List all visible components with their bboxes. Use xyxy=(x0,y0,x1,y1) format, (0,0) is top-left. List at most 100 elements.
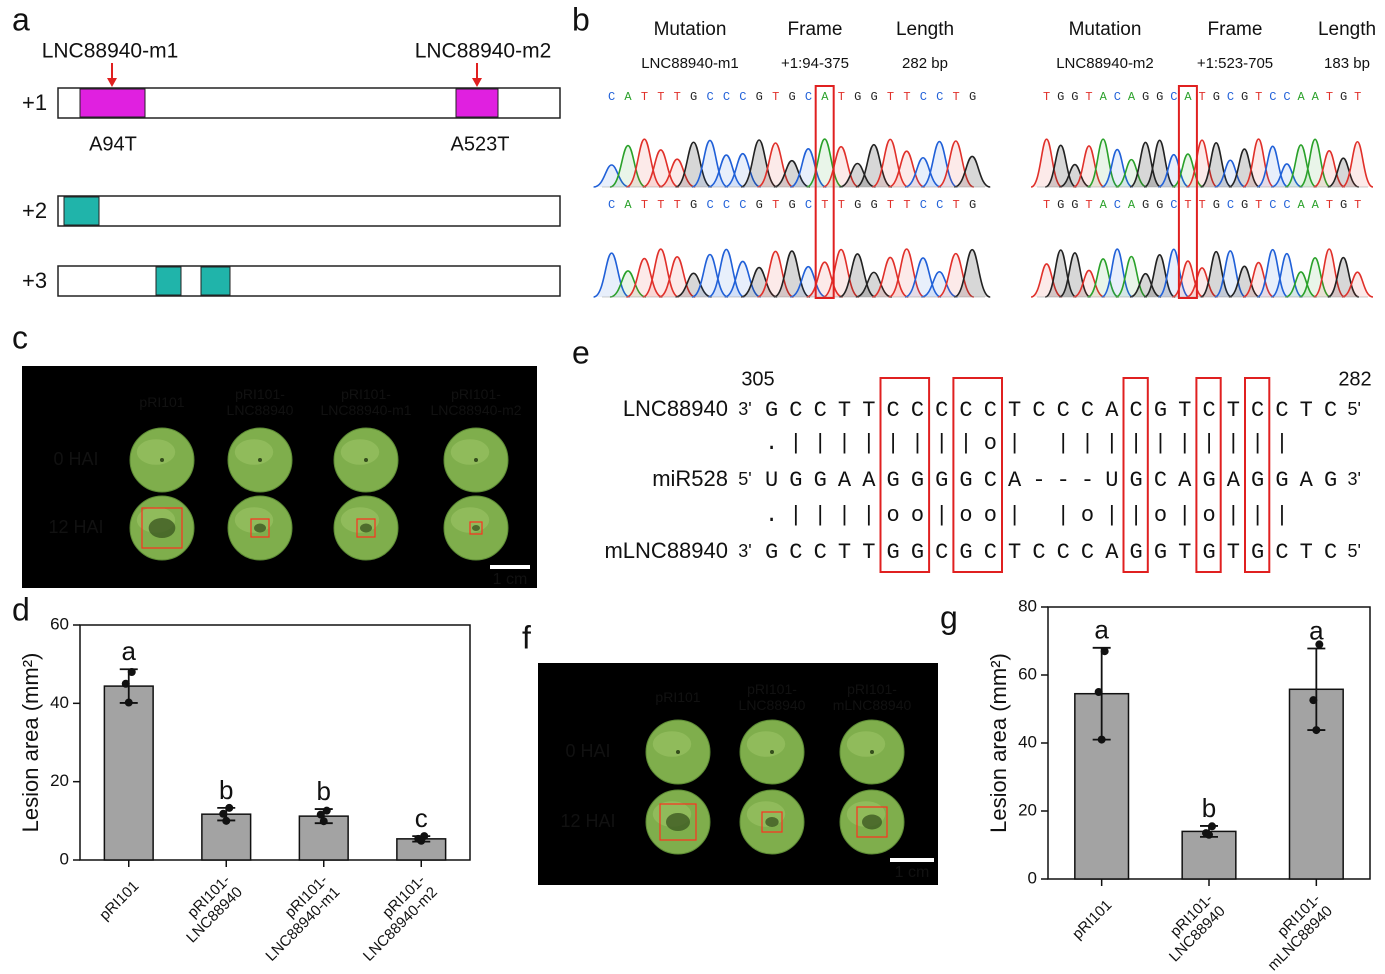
column-header: Mutation xyxy=(654,19,727,40)
data-point xyxy=(1312,726,1321,735)
sequence-name: mLNC88940 xyxy=(604,538,728,563)
data-point xyxy=(127,668,136,676)
y-axis-label: Lesion area (mm²) xyxy=(18,653,43,833)
chromatogram-peak xyxy=(1157,248,1190,298)
sample-length: 282 bp xyxy=(902,55,948,72)
chromatogram-peak xyxy=(1327,157,1360,188)
chromatogram-peak xyxy=(1313,248,1346,298)
inoculation-point xyxy=(364,458,368,462)
significance-letter: b xyxy=(219,775,233,805)
sequence-name: LNC88940 xyxy=(623,396,728,421)
chromatogram-peak xyxy=(1271,163,1303,188)
y-tick-label: 20 xyxy=(50,771,69,790)
chromatogram-peak xyxy=(1228,265,1261,298)
inoculation-point xyxy=(258,458,262,462)
mismatch-box xyxy=(1122,377,1149,573)
lesion xyxy=(765,817,779,827)
chromatogram-peak xyxy=(1129,141,1162,188)
panel-label: f xyxy=(522,619,531,655)
chromatogram-peak xyxy=(1129,272,1162,298)
inoculation-point xyxy=(770,750,774,754)
strand-end: 5' xyxy=(1347,399,1360,419)
mutation-box xyxy=(814,85,835,299)
chromatogram-peak xyxy=(1059,163,1091,188)
sequence: GCCTTCCCCCTCCCACGTCTCCTC xyxy=(765,398,1348,423)
frame-label: +3 xyxy=(22,268,47,293)
panel-label: b xyxy=(572,1,590,37)
chromatogram-peak xyxy=(871,256,909,298)
leaf-sheen xyxy=(450,439,490,465)
data-point xyxy=(1208,822,1216,831)
column-header: Frame xyxy=(1208,19,1263,40)
leaf-sheen xyxy=(652,731,692,757)
chromatogram-peak xyxy=(658,158,696,188)
row-label: 12 HAI xyxy=(560,811,615,831)
chromatogram-peak xyxy=(691,139,729,188)
sample-mutation: LNC88940-m2 xyxy=(1056,55,1154,72)
chromatogram-peak xyxy=(1242,261,1275,298)
chromatogram-peak xyxy=(1285,271,1317,298)
y-tick-label: 80 xyxy=(1018,596,1037,615)
orf-track xyxy=(57,265,561,297)
data-point xyxy=(124,698,133,707)
leaf-sheen xyxy=(234,439,274,465)
column-header: Length xyxy=(1318,19,1376,40)
chromatogram-peak xyxy=(790,265,827,298)
orf-track xyxy=(57,195,561,227)
chromatogram-peak xyxy=(1087,138,1120,188)
arrow-head xyxy=(107,78,117,87)
chromatogram-peak xyxy=(953,155,991,188)
lesion xyxy=(148,518,176,538)
y-axis-label: Lesion area (mm²) xyxy=(986,653,1011,833)
chromatogram-peak xyxy=(1073,269,1105,298)
mutation-name: LNC88940-m1 xyxy=(42,40,179,63)
leaf-sheen xyxy=(340,439,380,465)
column-header: Mutation xyxy=(1069,19,1142,40)
chromatogram-peak xyxy=(757,250,794,298)
strand-end: 5' xyxy=(1347,541,1360,561)
chromatogram-peak xyxy=(1115,158,1148,188)
chromatogram-peak xyxy=(708,154,745,188)
column-label: pRI101 xyxy=(655,689,700,705)
chromatogram-peak xyxy=(1143,139,1176,188)
leaf-sheen xyxy=(846,731,886,757)
x-tick-label: pRI101-LNC88940 xyxy=(171,872,246,947)
chromatogram-peak xyxy=(691,253,729,298)
significance-letter: c xyxy=(415,803,428,833)
column-header: Frame xyxy=(788,19,843,40)
chromatogram-peak xyxy=(1186,267,1218,298)
data-point xyxy=(319,817,328,826)
column-label: pRI101-LNC88940 xyxy=(227,386,294,418)
chromatogram-peak xyxy=(1313,150,1346,188)
chromatogram-peak xyxy=(1341,140,1374,188)
mutation-name: LNC88940-m2 xyxy=(415,40,552,63)
significance-letter: a xyxy=(1094,615,1109,645)
column-label: pRI101 xyxy=(139,394,184,410)
sequence-read: CATTTGCCCGTGCATGGTTCCTG xyxy=(608,90,985,104)
sample-length: 183 bp xyxy=(1324,55,1370,72)
column-label: pRI101-LNC88940 xyxy=(739,681,806,713)
row-label: 0 HAI xyxy=(53,449,98,469)
x-tick-label: pRI101-LNC88940-m2 xyxy=(348,872,441,965)
mismatch-box xyxy=(1244,377,1271,573)
x-tick-label: pRI101 xyxy=(96,878,142,924)
sequence-name: miR528 xyxy=(652,466,728,491)
lesion-box xyxy=(469,521,483,535)
y-tick-label: 20 xyxy=(1018,800,1037,819)
sample-frame: +1:94-375 xyxy=(781,55,849,72)
sequence-read: TGGTACAGGCTTGCGTCCAATGT xyxy=(1043,198,1368,212)
chromatogram-peak xyxy=(1186,139,1218,188)
column-label: pRI101-LNC88940-m1 xyxy=(320,386,411,418)
chromatogram-peak xyxy=(724,260,762,298)
x-tick-label: pRI101-LNC88940 xyxy=(1154,891,1229,966)
chromatogram-peak xyxy=(1157,153,1190,188)
chromatogram-peak xyxy=(642,149,680,188)
column-label: pRI101-mLNC88940 xyxy=(833,681,912,713)
pairing-marks: .||||||||o| |||||||||| xyxy=(765,431,1300,456)
chromatogram-peak xyxy=(1242,138,1275,188)
position-label: 282 xyxy=(1338,368,1371,390)
row-label: 0 HAI xyxy=(565,741,610,761)
panel-label: c xyxy=(12,319,28,355)
mutation-orf xyxy=(79,88,146,118)
